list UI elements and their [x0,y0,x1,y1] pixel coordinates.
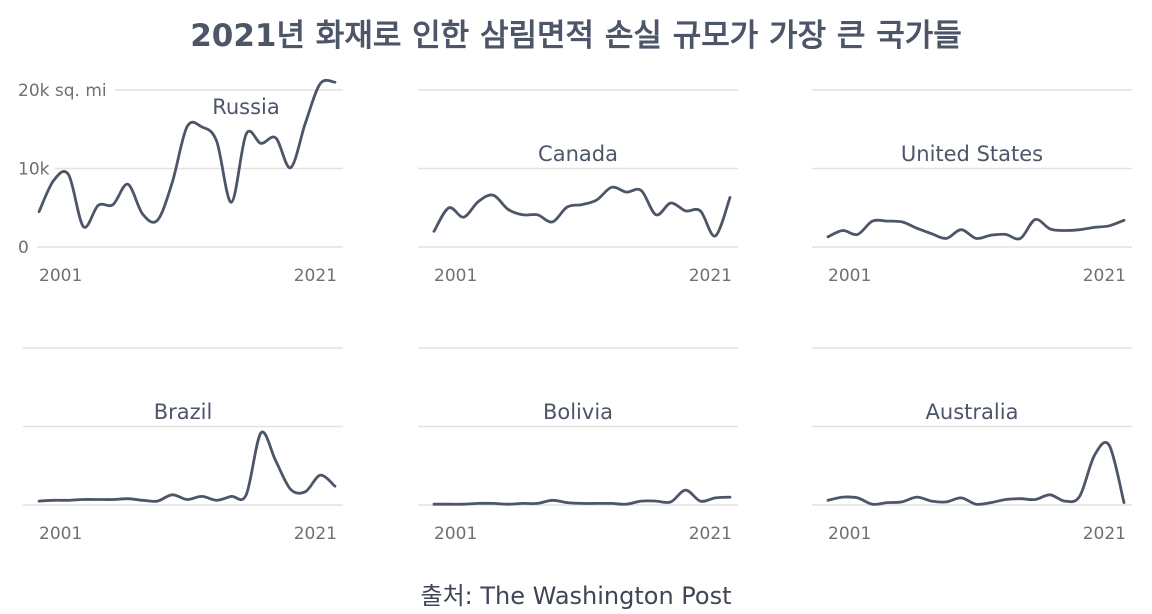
russia-series-line [37,78,337,229]
canada-x-tick-label: 2021 [689,266,732,286]
united-states-panel-title: United States [901,142,1043,166]
australia-series-line [826,441,1126,506]
bolivia-panel-title: Bolivia [543,400,613,424]
brazil-panel-title: Brazil [154,400,213,424]
bolivia-x-tick-label: 2021 [689,524,732,544]
canada-x-tick-label: 2001 [434,266,477,286]
united-states-x-tick-label: 2001 [828,266,871,286]
chart-title: 2021년 화재로 인한 삼림면적 손실 규모가 가장 큰 국가들 [190,18,962,54]
russia-panel-title: Russia [212,95,280,119]
source-note: 출처: The Washington Post [420,582,732,610]
russia-y-tick-label: 20k sq. mi [18,81,107,101]
australia-panel-title: Australia [926,400,1019,424]
united-states-x-tick-label: 2021 [1083,266,1126,286]
brazil-x-tick-label: 2021 [294,524,337,544]
australia-x-tick-label: 2001 [828,524,871,544]
united-states-series-line [826,218,1126,241]
canada-panel-title: Canada [538,142,618,166]
russia-x-tick-label: 2021 [294,266,337,286]
russia-y-tick-label: 0 [18,238,29,258]
russia-x-tick-label: 2001 [39,266,82,286]
bolivia-x-tick-label: 2001 [434,524,477,544]
bolivia-series-line [432,488,732,506]
brazil-series-line [37,430,337,503]
australia-x-tick-label: 2021 [1083,524,1126,544]
russia-y-tick-label: 10k [18,160,50,180]
brazil-x-tick-label: 2001 [39,524,82,544]
canada-series-line [432,185,732,238]
